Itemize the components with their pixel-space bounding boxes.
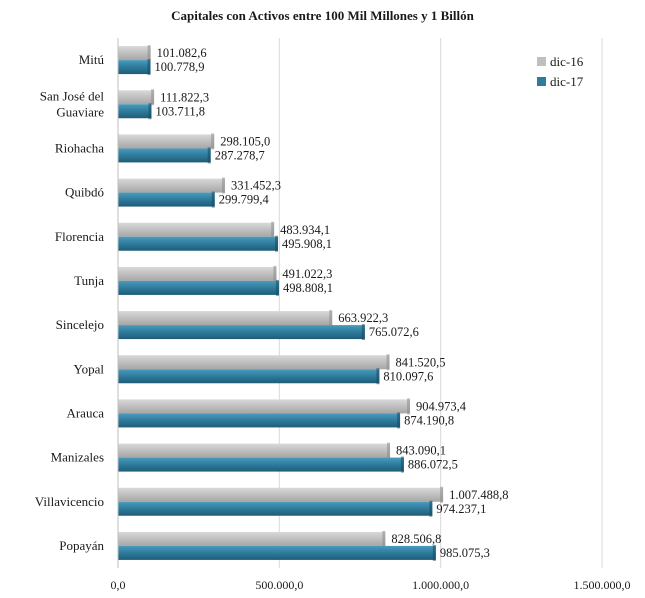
bar-cap [440, 486, 444, 503]
bar-dic-17 [118, 501, 433, 516]
bar-dic-17 [118, 413, 401, 428]
bar-dic-16 [118, 178, 225, 193]
data-label: 331.452,3 [231, 179, 281, 193]
bar-dic-16 [118, 222, 275, 237]
data-label: 100.778,9 [155, 60, 205, 74]
legend-label: dic-17 [550, 74, 584, 89]
category-label: Mitú [79, 52, 105, 67]
data-label: 491.022,3 [282, 267, 332, 281]
bar-cap [207, 147, 211, 164]
data-label: 111.822,3 [160, 90, 209, 104]
category-label: Manizales [51, 450, 104, 465]
data-label: 287.278,7 [215, 148, 265, 162]
data-label: 974.237,1 [436, 502, 486, 516]
bar-cap [147, 45, 151, 62]
category-label: Villavicencio [35, 494, 104, 509]
bar-dic-17 [118, 148, 211, 163]
bar-dic-17 [118, 457, 404, 472]
legend-swatch [537, 77, 546, 86]
bar-cap [221, 177, 225, 194]
bar-dic-17 [118, 236, 279, 251]
category-label: Tunja [74, 273, 104, 288]
data-label: 299.799,4 [219, 193, 270, 207]
bar-dic-16 [118, 46, 151, 61]
data-label: 810.097,6 [383, 369, 433, 383]
category-label: Popayán [59, 538, 104, 553]
data-label: 765.072,6 [369, 325, 419, 339]
x-tick-label: 0,0 [111, 578, 126, 592]
bar-cap [432, 544, 436, 561]
bar-dic-16 [118, 487, 444, 502]
x-tick-label: 1.500.000,0 [574, 578, 631, 592]
legend-label: dic-16 [550, 54, 584, 69]
data-label: 843.090,1 [396, 444, 446, 458]
bar-dic-17 [118, 192, 215, 207]
bar-cap [148, 103, 152, 120]
data-label: 663.922,3 [338, 311, 388, 325]
bar-dic-17 [118, 104, 152, 119]
bar-cap [382, 530, 386, 547]
category-label: San José del Guaviare [40, 88, 105, 119]
bar-cap [429, 500, 433, 517]
data-label: 1.007.488,8 [449, 488, 508, 502]
bar-cap [275, 279, 279, 296]
bar-cap [271, 221, 275, 238]
bar-dic-17 [118, 280, 279, 295]
bar-cap [387, 442, 391, 459]
x-tick-label: 1.000.000,0 [412, 578, 469, 592]
bar-dic-16 [118, 531, 386, 546]
category-label: Sincelejo [56, 317, 104, 332]
data-label: 498.808,1 [283, 281, 333, 295]
category-label: Arauca [66, 405, 104, 420]
x-tick-label: 500.000,0 [255, 578, 303, 592]
category-label: Quibdó [65, 185, 104, 200]
data-label: 841.520,5 [396, 355, 446, 369]
data-label: 298.105,0 [220, 134, 270, 148]
data-label: 103.711,8 [155, 104, 205, 118]
bar-dic-17 [118, 325, 365, 340]
bar-dic-16 [118, 90, 155, 105]
bar-cap [376, 368, 380, 385]
category-label: Florencia [55, 229, 104, 244]
bar-cap [329, 310, 333, 327]
bar-cap [211, 133, 215, 150]
bar-cap [397, 412, 401, 429]
bar-cap [386, 354, 390, 371]
data-label: 886.072,5 [408, 458, 458, 472]
bar-dic-16 [118, 355, 390, 370]
data-label: 828.506,8 [391, 532, 441, 546]
data-label: 874.190,8 [404, 413, 454, 427]
data-label: 101.082,6 [157, 46, 207, 60]
bar-dic-17 [118, 545, 436, 560]
bar-cap [273, 265, 277, 282]
bar-cap [407, 398, 411, 415]
bar-cap [151, 89, 155, 106]
category-label: Yopal [74, 361, 105, 376]
category-label: Riohacha [55, 140, 104, 155]
bar-dic-16 [118, 311, 333, 326]
data-label: 483.934,1 [280, 223, 330, 237]
bar-cap [275, 235, 279, 252]
bar-dic-16 [118, 399, 411, 414]
bar-dic-16 [118, 443, 391, 458]
bar-dic-16 [118, 134, 215, 149]
data-label: 904.973,4 [416, 399, 467, 413]
data-label: 495.908,1 [282, 237, 332, 251]
bar-dic-17 [118, 60, 151, 75]
bar-dic-16 [118, 266, 277, 281]
chart-title: Capitales con Activos entre 100 Mil Mill… [171, 8, 474, 23]
data-label: 985.075,3 [440, 546, 490, 560]
bar-cap [361, 324, 365, 341]
bar-cap [211, 191, 215, 208]
bar-cap [147, 59, 151, 76]
bar-dic-17 [118, 369, 380, 384]
bar-cap [400, 456, 404, 473]
legend-swatch [537, 57, 546, 66]
